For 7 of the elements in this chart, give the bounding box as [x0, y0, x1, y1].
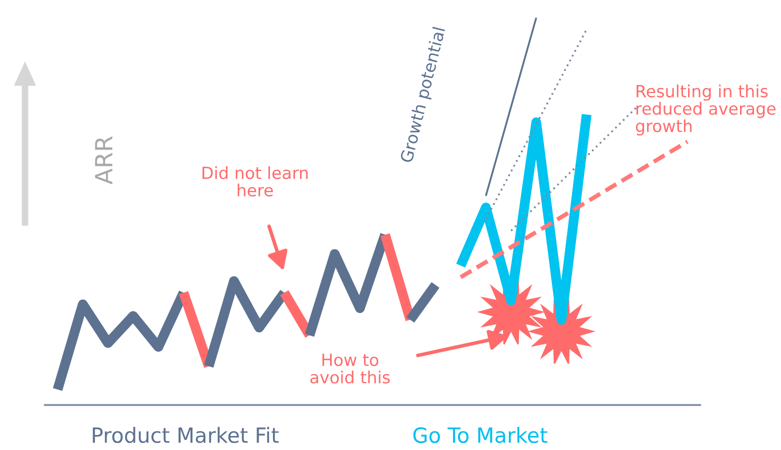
- annotation: Did not learn here: [202, 166, 308, 197]
- text: Go To Market: [413, 426, 548, 444]
- text: Product Market Fit: [92, 426, 279, 444]
- y-axis-title: ARR: [95, 136, 112, 184]
- annotation: Growth potential: [399, 26, 448, 164]
- annotation: Resulting in this reduced average growth: [636, 84, 776, 136]
- annotation: How to avoid this: [310, 354, 390, 384]
